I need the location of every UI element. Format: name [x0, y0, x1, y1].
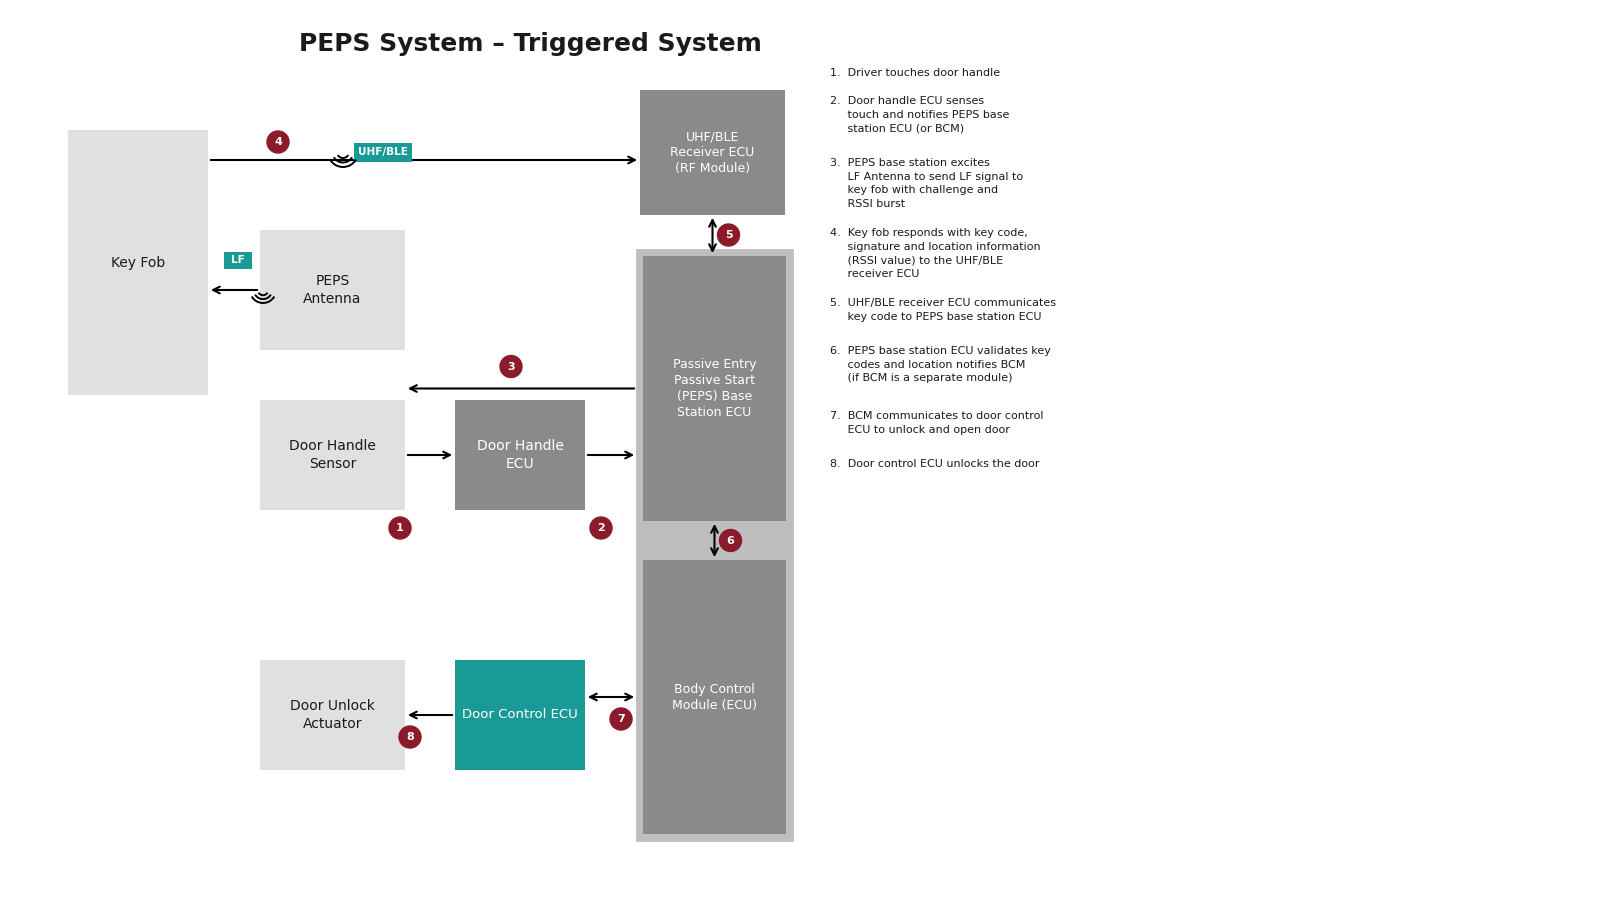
Text: Key Fob: Key Fob: [110, 256, 165, 269]
Text: UHF/BLE
Receiver ECU
(RF Module): UHF/BLE Receiver ECU (RF Module): [670, 130, 755, 175]
Text: 6: 6: [726, 536, 734, 545]
Circle shape: [398, 726, 421, 748]
Text: 3.  PEPS base station excites
     LF Antenna to send LF signal to
     key fob : 3. PEPS base station excites LF Antenna …: [830, 158, 1022, 209]
Text: 8.  Door control ECU unlocks the door: 8. Door control ECU unlocks the door: [830, 459, 1040, 469]
Bar: [354, 142, 413, 161]
Text: PEPS
Antenna: PEPS Antenna: [304, 274, 362, 306]
Text: 2: 2: [597, 523, 605, 533]
Bar: [454, 660, 586, 770]
Bar: [259, 400, 405, 510]
Text: Door Control ECU: Door Control ECU: [462, 708, 578, 722]
Text: 5: 5: [725, 230, 733, 240]
Circle shape: [717, 224, 739, 246]
Bar: [259, 230, 405, 350]
Text: 5.  UHF/BLE receiver ECU communicates
     key code to PEPS base station ECU: 5. UHF/BLE receiver ECU communicates key…: [830, 298, 1056, 321]
Text: 3: 3: [507, 362, 515, 372]
Text: Passive Entry
Passive Start
(PEPS) Base
Station ECU: Passive Entry Passive Start (PEPS) Base …: [672, 358, 757, 419]
Text: 1.  Driver touches door handle: 1. Driver touches door handle: [830, 68, 1000, 78]
Text: Door Handle
ECU: Door Handle ECU: [477, 439, 563, 471]
Text: UHF/BLE: UHF/BLE: [358, 147, 408, 157]
Text: 4.  Key fob responds with key code,
     signature and location information
    : 4. Key fob responds with key code, signa…: [830, 228, 1040, 279]
Text: PEPS System – Triggered System: PEPS System – Triggered System: [299, 32, 762, 56]
Circle shape: [499, 356, 522, 377]
Circle shape: [610, 708, 632, 730]
Bar: [454, 400, 586, 510]
Text: LF: LF: [230, 255, 245, 265]
Text: 7.  BCM communicates to door control
     ECU to unlock and open door: 7. BCM communicates to door control ECU …: [830, 411, 1043, 435]
Bar: [643, 560, 786, 834]
Bar: [643, 256, 786, 521]
Circle shape: [267, 131, 290, 153]
Text: 2.  Door handle ECU senses
     touch and notifies PEPS base
     station ECU (o: 2. Door handle ECU senses touch and noti…: [830, 96, 1010, 133]
Text: Door Handle
Sensor: Door Handle Sensor: [290, 439, 376, 471]
Text: 1: 1: [397, 523, 403, 533]
Bar: [67, 130, 208, 395]
Bar: [259, 660, 405, 770]
Text: Body Control
Module (ECU): Body Control Module (ECU): [672, 682, 757, 712]
Circle shape: [389, 517, 411, 539]
Circle shape: [720, 529, 741, 552]
Bar: [224, 251, 253, 268]
Text: 7: 7: [618, 714, 626, 724]
Bar: [640, 90, 786, 215]
Text: 4: 4: [274, 137, 282, 147]
Bar: [637, 250, 792, 840]
Text: 6.  PEPS base station ECU validates key
     codes and location notifies BCM
   : 6. PEPS base station ECU validates key c…: [830, 346, 1051, 383]
Circle shape: [590, 517, 611, 539]
Text: Door Unlock
Actuator: Door Unlock Actuator: [290, 699, 374, 731]
Text: 8: 8: [406, 732, 414, 742]
